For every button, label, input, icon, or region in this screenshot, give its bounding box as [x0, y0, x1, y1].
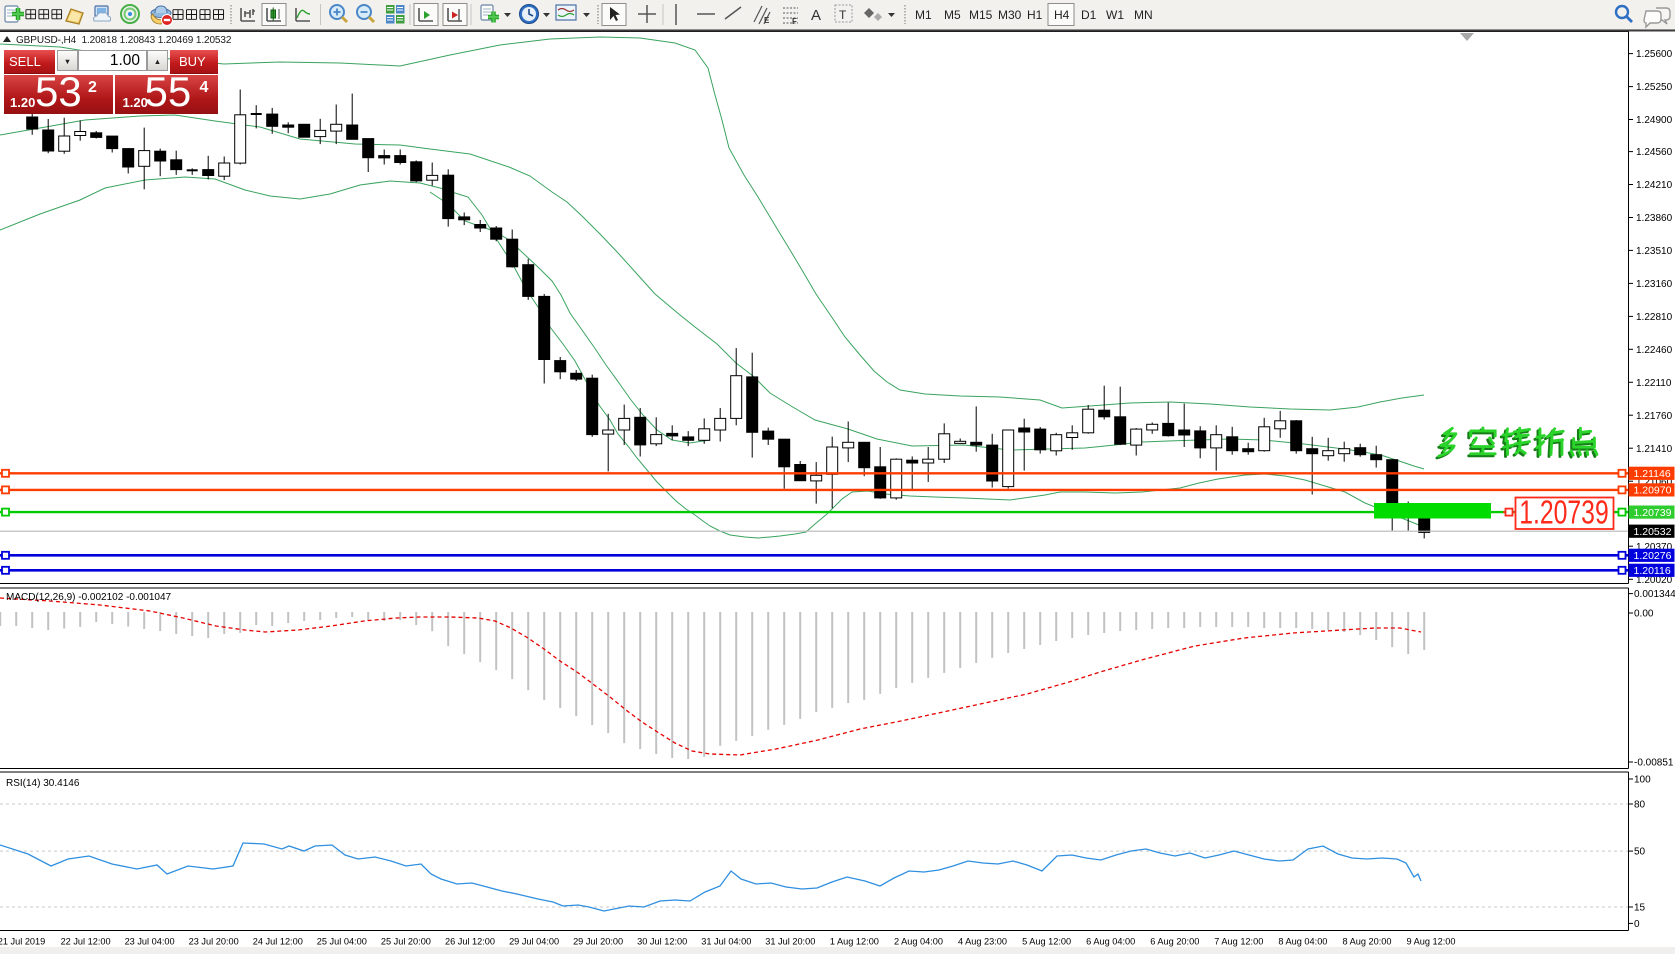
svg-text:1.20970: 1.20970: [1634, 485, 1672, 497]
svg-text:1 Aug 12:00: 1 Aug 12:00: [830, 937, 879, 947]
svg-text:1.25250: 1.25250: [1636, 82, 1673, 93]
svg-text:100: 100: [1634, 775, 1651, 786]
svg-text:0.00: 0.00: [1634, 609, 1654, 620]
svg-text:1.20116: 1.20116: [1634, 565, 1671, 577]
svg-text:1.24210: 1.24210: [1636, 180, 1673, 191]
svg-text:4 Aug 23:00: 4 Aug 23:00: [958, 937, 1007, 947]
svg-text:E: E: [764, 16, 770, 25]
svg-text:6 Aug 20:00: 6 Aug 20:00: [1150, 937, 1199, 947]
svg-text:0.001344: 0.001344: [1634, 589, 1675, 600]
svg-text:21 Jul 2019: 21 Jul 2019: [0, 937, 45, 947]
svg-text:A: A: [811, 7, 821, 24]
svg-text:1.20276: 1.20276: [1634, 550, 1672, 562]
svg-text:T: T: [839, 8, 847, 22]
svg-text:1.20370: 1.20370: [1636, 542, 1673, 553]
svg-text:1.24900: 1.24900: [1636, 115, 1673, 126]
svg-text:1.23860: 1.23860: [1636, 213, 1673, 224]
svg-text:D1: D1: [1081, 8, 1097, 22]
svg-text:23 Jul 04:00: 23 Jul 04:00: [125, 937, 175, 947]
svg-text:1.23160: 1.23160: [1636, 279, 1673, 290]
svg-text:26 Jul 12:00: 26 Jul 12:00: [445, 937, 495, 947]
svg-text:H1: H1: [1027, 8, 1043, 22]
svg-text:1.20739: 1.20739: [1519, 495, 1608, 531]
svg-text:50: 50: [1634, 847, 1646, 858]
svg-text:31 Jul 04:00: 31 Jul 04:00: [701, 937, 751, 947]
svg-text:2 Aug 04:00: 2 Aug 04:00: [894, 937, 943, 947]
svg-text:0: 0: [1634, 919, 1640, 930]
svg-text:-0.00851: -0.00851: [1634, 758, 1674, 769]
svg-text:80: 80: [1634, 800, 1646, 811]
svg-text:1.20739: 1.20739: [1634, 507, 1672, 519]
svg-text:MACD(12,26,9) -0.002102 -0.001: MACD(12,26,9) -0.002102 -0.001047: [6, 592, 172, 603]
svg-text:M15: M15: [969, 8, 993, 22]
svg-text:1.20020: 1.20020: [1636, 575, 1673, 586]
svg-text:31 Jul 20:00: 31 Jul 20:00: [765, 937, 815, 947]
svg-text:M5: M5: [944, 8, 961, 22]
svg-text:9 Aug 12:00: 9 Aug 12:00: [1406, 937, 1455, 947]
svg-text:22 Jul 12:00: 22 Jul 12:00: [61, 937, 111, 947]
svg-text:M30: M30: [998, 8, 1022, 22]
svg-text:1.22460: 1.22460: [1636, 345, 1673, 356]
svg-text:1.22110: 1.22110: [1636, 378, 1672, 389]
svg-text:1.21760: 1.21760: [1636, 411, 1673, 422]
svg-text:7 Aug 12:00: 7 Aug 12:00: [1214, 937, 1263, 947]
svg-text:25 Jul 04:00: 25 Jul 04:00: [317, 937, 367, 947]
svg-text:23 Jul 20:00: 23 Jul 20:00: [189, 937, 239, 947]
svg-text:30 Jul 12:00: 30 Jul 12:00: [637, 937, 687, 947]
svg-text:8 Aug 04:00: 8 Aug 04:00: [1278, 937, 1327, 947]
svg-text:24 Jul 12:00: 24 Jul 12:00: [253, 937, 303, 947]
svg-text:1.23510: 1.23510: [1636, 246, 1673, 257]
svg-text:M1: M1: [915, 8, 932, 22]
svg-text:F: F: [792, 17, 797, 26]
svg-text:MN: MN: [1134, 8, 1153, 22]
svg-text:1.21146: 1.21146: [1634, 468, 1671, 480]
svg-text:1.24560: 1.24560: [1636, 147, 1673, 158]
svg-text:W1: W1: [1106, 8, 1124, 22]
svg-text:1.25600: 1.25600: [1636, 49, 1673, 60]
svg-text:H4: H4: [1054, 8, 1070, 22]
svg-text:5 Aug 12:00: 5 Aug 12:00: [1022, 937, 1071, 947]
svg-text:8 Aug 20:00: 8 Aug 20:00: [1342, 937, 1391, 947]
svg-text:29 Jul 04:00: 29 Jul 04:00: [509, 937, 559, 947]
svg-text:1.21410: 1.21410: [1636, 444, 1673, 455]
svg-text:6 Aug 04:00: 6 Aug 04:00: [1086, 937, 1135, 947]
svg-text:RSI(14) 30.4146: RSI(14) 30.4146: [6, 778, 80, 789]
svg-text:15: 15: [1634, 903, 1646, 914]
svg-text:1.22810: 1.22810: [1636, 312, 1673, 323]
svg-text:25 Jul 20:00: 25 Jul 20:00: [381, 937, 431, 947]
svg-text:1.21060: 1.21060: [1636, 477, 1673, 488]
svg-text:29 Jul 20:00: 29 Jul 20:00: [573, 937, 623, 947]
svg-text:1.20532: 1.20532: [1634, 526, 1672, 538]
